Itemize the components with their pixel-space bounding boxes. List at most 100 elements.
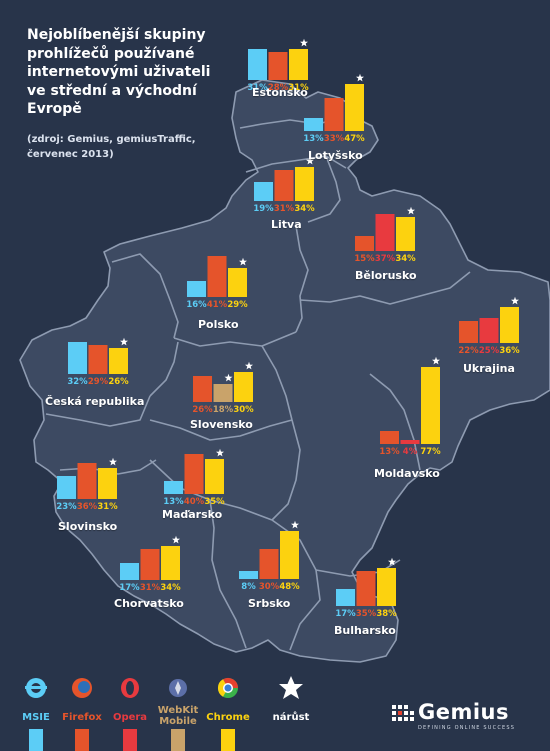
country-name: Bělorusko xyxy=(355,269,417,282)
country-bar-group: 16% 41% 29% xyxy=(186,256,248,310)
bar-value-label: 31% xyxy=(140,583,161,593)
border-slovakia-ukraine xyxy=(261,345,293,421)
bar-value-label: 31% xyxy=(274,204,295,214)
border-slovakia-hungary xyxy=(149,419,293,441)
bar-msie xyxy=(304,118,323,131)
country-name: Ukrajina xyxy=(463,362,515,375)
country-bar-group: 32% 29% 26% xyxy=(67,337,129,387)
ie-icon xyxy=(25,678,47,698)
bar-firefox xyxy=(274,170,294,201)
growth-star-icon xyxy=(120,337,128,346)
bar-msie xyxy=(68,342,87,374)
bar-msie xyxy=(187,281,206,297)
bar-chrome xyxy=(98,468,117,499)
bar-value-label: 33% xyxy=(324,134,345,144)
firefox-icon xyxy=(72,678,92,698)
border-poland-south xyxy=(173,331,297,347)
country-bar-group: 15% 37% 34% xyxy=(354,206,416,264)
bar-chrome xyxy=(109,348,128,374)
country-name: Bulharsko xyxy=(334,624,396,637)
bar-value-label: 17% xyxy=(335,609,356,619)
bar-value-label: 30% xyxy=(233,405,254,415)
bar-chrome xyxy=(345,84,364,131)
country-name: Srbsko xyxy=(248,597,291,610)
bar-chrome xyxy=(500,307,519,343)
bar-value-label: 77% xyxy=(420,447,441,457)
bar-opera xyxy=(400,440,420,444)
country-name: Česká republika xyxy=(45,395,145,408)
country-bar-group: 13% 33% 47% xyxy=(303,73,365,144)
growth-star-icon xyxy=(300,38,308,47)
legend-firefox: Firefox xyxy=(62,712,102,723)
country-bar-group: 17% 35% 38% xyxy=(335,557,397,619)
legend-msie: MSIE xyxy=(22,712,50,723)
country-bar-group: 13% 4% 77% xyxy=(379,356,441,457)
bar-chrome xyxy=(377,568,396,606)
growth-star-icon xyxy=(388,557,396,566)
growth-star-icon xyxy=(407,206,415,215)
bar-firefox xyxy=(259,549,279,579)
bar-value-label: 35% xyxy=(356,609,377,619)
bar-firefox xyxy=(268,52,288,80)
country-name: Chorvatsko xyxy=(114,597,184,610)
growth-star-icon xyxy=(511,296,519,305)
bar-value-label: 36% xyxy=(77,502,98,512)
legend-swatch-msie xyxy=(29,729,43,751)
bar-value-label: 16% xyxy=(186,300,207,310)
bar-msie xyxy=(248,49,267,80)
legend-chrome: Chrome xyxy=(206,712,250,723)
bar-value-label: 8% xyxy=(241,582,256,592)
bar-chrome xyxy=(228,268,247,297)
legend-swatch-opera xyxy=(123,729,137,751)
bar-chrome xyxy=(205,459,224,494)
legend-swatch-chrome xyxy=(221,729,235,751)
bar-msie xyxy=(57,476,76,499)
bar-firefox xyxy=(193,376,212,402)
country-name: Maďarsko xyxy=(162,508,223,521)
bar-chrome xyxy=(161,546,180,580)
bar-chrome xyxy=(280,531,299,579)
bar-value-label: 22% xyxy=(458,346,479,356)
gemius-tagline: DEFINING ONLINE SUCCESS xyxy=(418,725,516,731)
bar-value-label: 26% xyxy=(108,377,129,387)
bar-value-label: 23% xyxy=(56,502,77,512)
chrome-icon xyxy=(217,677,239,698)
country-name: Lotyšsko xyxy=(308,149,363,162)
legend-swatch-firefox xyxy=(75,729,89,751)
border-croatia-serbia xyxy=(209,499,247,649)
bar-value-label: 40% xyxy=(184,497,205,507)
bar-value-label: 34% xyxy=(294,204,315,214)
bar-firefox xyxy=(77,463,97,499)
bar-value-label: 34% xyxy=(160,583,181,593)
bar-msie xyxy=(336,589,355,606)
country-name: Litva xyxy=(271,218,302,231)
bar-value-label: 35% xyxy=(204,497,225,507)
bar-value-label: 41% xyxy=(207,300,228,310)
bar-value-label: 13% xyxy=(379,447,400,457)
bar-firefox xyxy=(88,345,108,374)
chart-source: (zdroj: Gemius, gemiusTraffic, červenec … xyxy=(27,134,196,160)
border-hungary-romania xyxy=(271,419,301,521)
growth-star-icon xyxy=(432,356,440,365)
country-name: Slovinsko xyxy=(58,520,118,533)
growth-star-icon xyxy=(224,373,233,382)
legend-swatch-webkit xyxy=(171,729,185,751)
country-shapes xyxy=(19,79,550,663)
bar-chrome xyxy=(289,49,308,80)
country-name: Estonsko xyxy=(252,86,308,99)
bar-value-label: 38% xyxy=(376,609,397,619)
bar-firefox xyxy=(184,454,204,494)
chart-title: Nejoblíbenější skupiny prohlížečů použív… xyxy=(27,27,211,117)
growth-star-icon xyxy=(245,361,253,370)
bar-value-label: 37% xyxy=(375,254,396,264)
bar-chrome xyxy=(234,372,253,402)
country-bar-group: 22% 25% 36% xyxy=(458,296,520,356)
growth-star-icon xyxy=(356,73,364,82)
country-bar-group: 8% 30% 48% xyxy=(239,520,300,592)
country-bar-group: 17% 31% 34% xyxy=(119,535,181,593)
bar-value-label: 13% xyxy=(163,497,184,507)
country-name: Slovensko xyxy=(190,418,253,431)
bar-msie xyxy=(254,182,273,201)
